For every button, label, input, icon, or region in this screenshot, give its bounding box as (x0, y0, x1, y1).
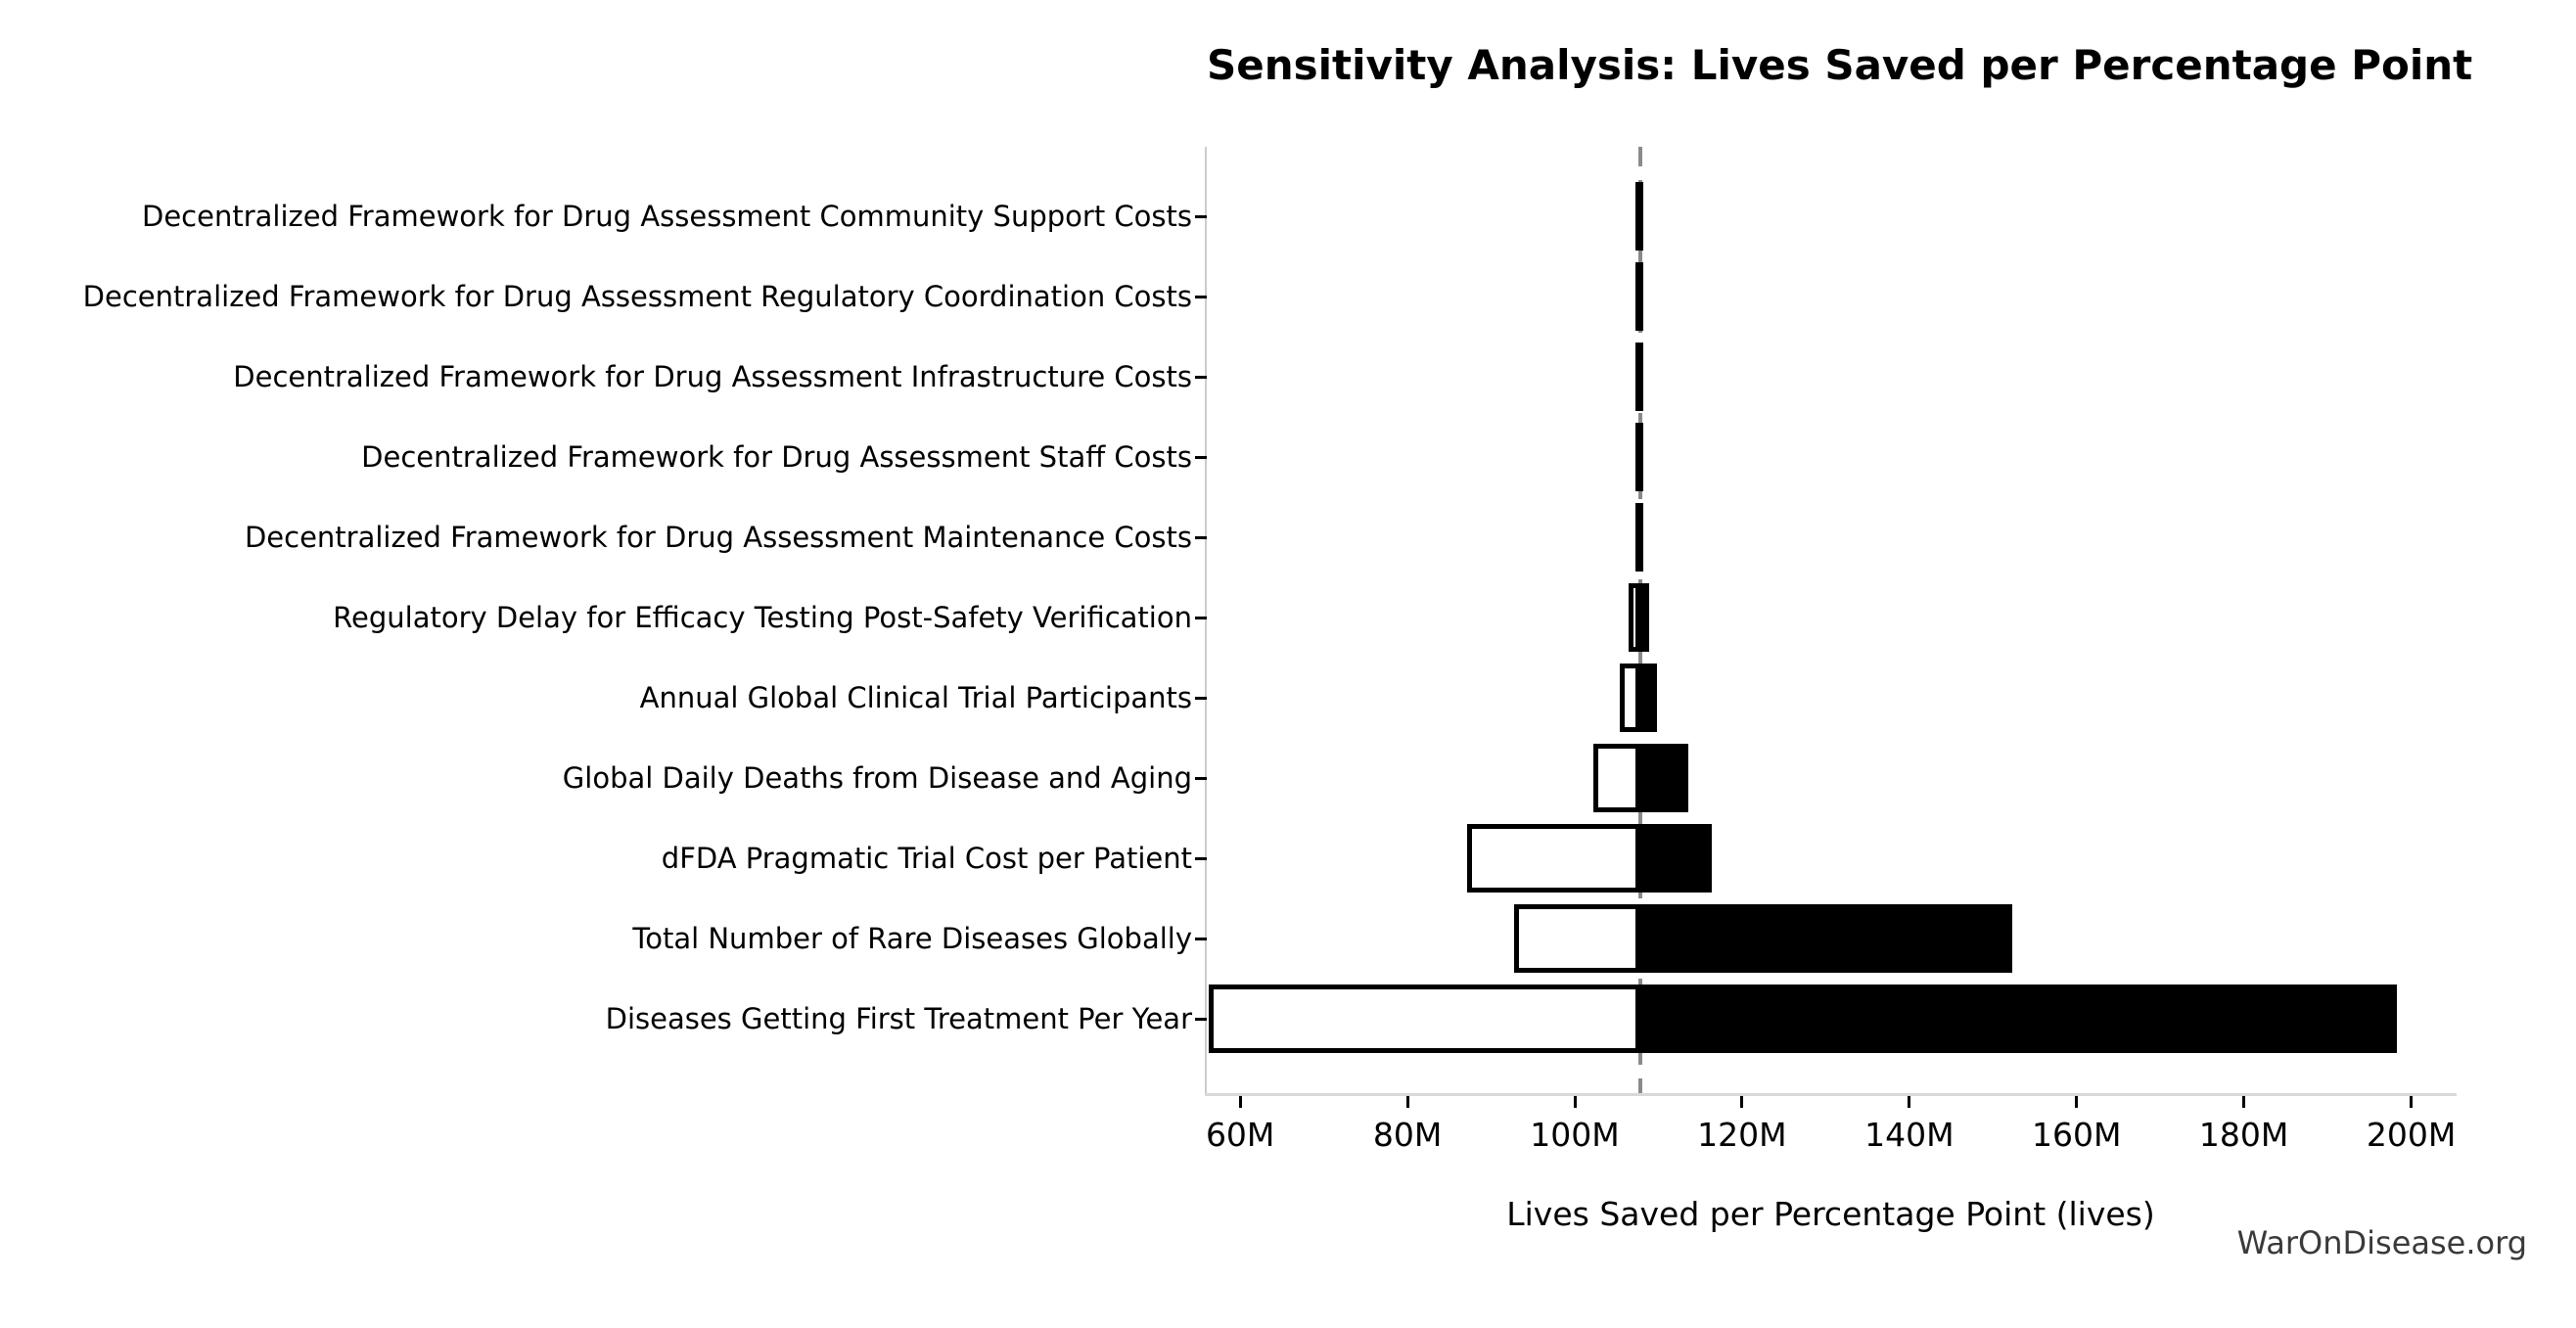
y-axis-label: Diseases Getting First Treatment Per Yea… (605, 1002, 1192, 1036)
y-axis-tick (1195, 1017, 1207, 1021)
bar-low-segment (1635, 343, 1640, 412)
watermark: WarOnDisease.org (2236, 1224, 2527, 1261)
y-axis-tick (1195, 455, 1207, 459)
bar-low-segment (1635, 182, 1640, 252)
bar-high-segment (1639, 744, 1689, 813)
y-axis-tick (1195, 616, 1207, 619)
x-axis-tick (1740, 1096, 1744, 1108)
y-axis-tick (1195, 696, 1207, 700)
bar-high-segment (1639, 985, 2398, 1054)
y-axis-tick (1195, 776, 1207, 780)
bar-high-segment (1639, 824, 1713, 893)
bar-high-segment (1639, 904, 2012, 974)
x-axis-tick-label: 160M (2032, 1116, 2122, 1154)
x-axis-tick-label: 60M (1205, 1116, 1275, 1154)
x-axis-tick (2242, 1096, 2246, 1108)
bar-high-segment (1639, 182, 1643, 252)
bar-low-segment (1635, 503, 1640, 572)
bar-high-segment (1639, 262, 1643, 332)
bar-low-segment (1620, 664, 1640, 733)
y-axis-spine (1205, 147, 1207, 1095)
bar-low-segment (1592, 744, 1640, 813)
bar-low-segment (1208, 985, 1640, 1054)
x-axis-spine (1205, 1093, 2457, 1096)
x-axis-tick (1573, 1096, 1577, 1108)
y-axis-label: Annual Global Clinical Trial Participant… (639, 681, 1192, 715)
bar-high-segment (1639, 583, 1650, 653)
bar-high-segment (1639, 664, 1657, 733)
x-axis-tick-label: 200M (2366, 1116, 2457, 1154)
x-axis-label: Lives Saved per Percentage Point (lives) (1506, 1195, 2155, 1233)
bar-high-segment (1639, 423, 1643, 492)
x-axis-tick (2410, 1096, 2414, 1108)
chart-title: Sensitivity Analysis: Lives Saved per Pe… (1207, 41, 2473, 89)
y-axis-tick (1195, 856, 1207, 860)
y-axis-label: Total Number of Rare Diseases Globally (632, 922, 1192, 956)
x-axis-tick-label: 120M (1697, 1116, 1787, 1154)
bar-low-segment (1513, 904, 1640, 974)
x-axis-tick (1908, 1096, 1911, 1108)
x-axis-tick-label: 180M (2198, 1116, 2289, 1154)
bar-high-segment (1639, 503, 1643, 572)
bar-low-segment (1635, 262, 1640, 332)
y-axis-tick (1195, 535, 1207, 539)
x-axis-tick-label: 100M (1530, 1116, 1620, 1154)
bar-low-segment (1466, 824, 1640, 893)
y-axis-label: Regulatory Delay for Efficacy Testing Po… (333, 601, 1192, 635)
x-axis-tick (2075, 1096, 2079, 1108)
bar-low-segment (1628, 583, 1640, 653)
x-axis-tick (1238, 1096, 1242, 1108)
y-axis-label: dFDA Pragmatic Trial Cost per Patient (661, 842, 1192, 876)
y-axis-label: Global Daily Deaths from Disease and Agi… (562, 761, 1192, 796)
bar-low-segment (1635, 423, 1640, 492)
bar-high-segment (1639, 343, 1643, 412)
y-axis-label: Decentralized Framework for Drug Assessm… (233, 360, 1192, 394)
y-axis-label: Decentralized Framework for Drug Assessm… (82, 280, 1192, 314)
x-axis-tick-label: 80M (1372, 1116, 1443, 1154)
y-axis-tick (1195, 214, 1207, 218)
y-axis-label: Decentralized Framework for Drug Assessm… (361, 440, 1192, 475)
x-axis-tick (1405, 1096, 1409, 1108)
y-axis-label: Decentralized Framework for Drug Assessm… (244, 521, 1192, 555)
y-axis-tick (1195, 937, 1207, 940)
y-axis-tick (1195, 295, 1207, 298)
y-axis-label: Decentralized Framework for Drug Assessm… (142, 200, 1192, 234)
x-axis-tick-label: 140M (1864, 1116, 1955, 1154)
y-axis-tick (1195, 375, 1207, 379)
